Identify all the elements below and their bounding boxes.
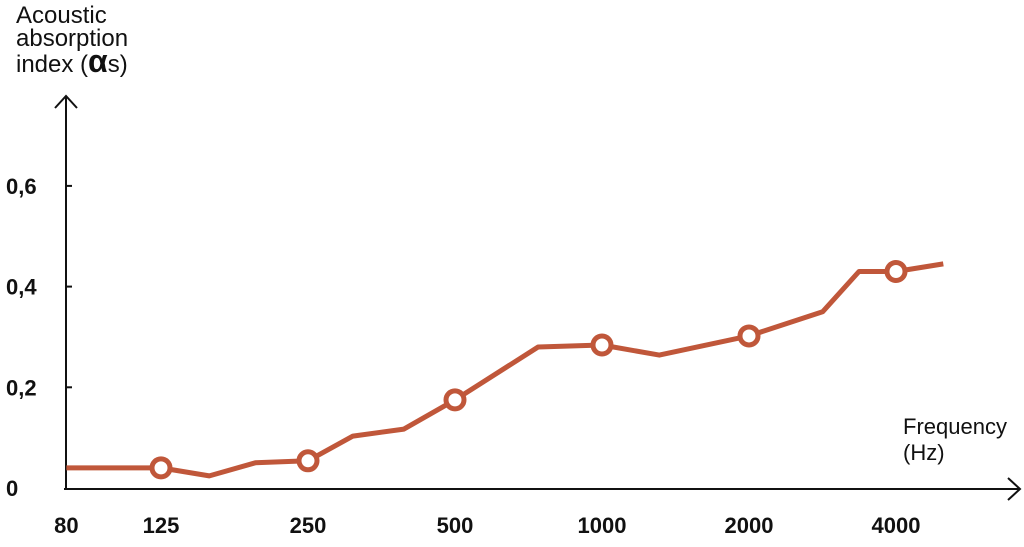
- y-axis-label-text: index (: [16, 51, 89, 78]
- series-line: [66, 261, 944, 479]
- x-tick-label: 500: [437, 513, 474, 538]
- x-axis-label: Frequency (Hz): [903, 414, 1007, 466]
- x-tick-label: 4000: [872, 513, 921, 538]
- data-point-marker: [149, 456, 173, 480]
- y-axis-label-line: absorption: [16, 25, 129, 52]
- y-axis-label-line: index (αs): [16, 45, 128, 78]
- x-tick-label: 2000: [725, 513, 774, 538]
- y-tick-label: 0,6: [6, 174, 37, 199]
- y-tick-label: 0,4: [6, 275, 37, 300]
- x-tick-label: 250: [290, 513, 327, 538]
- x-axis-label-line: Frequency: [903, 414, 1007, 439]
- y-axis: [54, 94, 78, 490]
- alpha-symbol: α: [88, 43, 108, 79]
- y-axis-label-subscript: s): [107, 51, 128, 78]
- data-point-marker: [443, 388, 467, 412]
- y-axis-label: Acoustic absorption index (αs): [16, 2, 129, 78]
- x-axis: [64, 477, 1022, 501]
- data-point-marker: [737, 324, 761, 348]
- y-tick-label: 0,2: [6, 375, 37, 400]
- y-tick-label: 0: [6, 476, 18, 501]
- data-point-marker: [884, 259, 908, 283]
- x-tick-label: 80: [54, 513, 78, 538]
- data-point-marker: [590, 333, 614, 357]
- x-tick-label: 1000: [578, 513, 627, 538]
- y-axis-label-line: Acoustic: [16, 2, 107, 29]
- data-point-marker: [296, 449, 320, 473]
- x-axis-label-line: (Hz): [903, 440, 945, 465]
- x-tick-label: 125: [143, 513, 180, 538]
